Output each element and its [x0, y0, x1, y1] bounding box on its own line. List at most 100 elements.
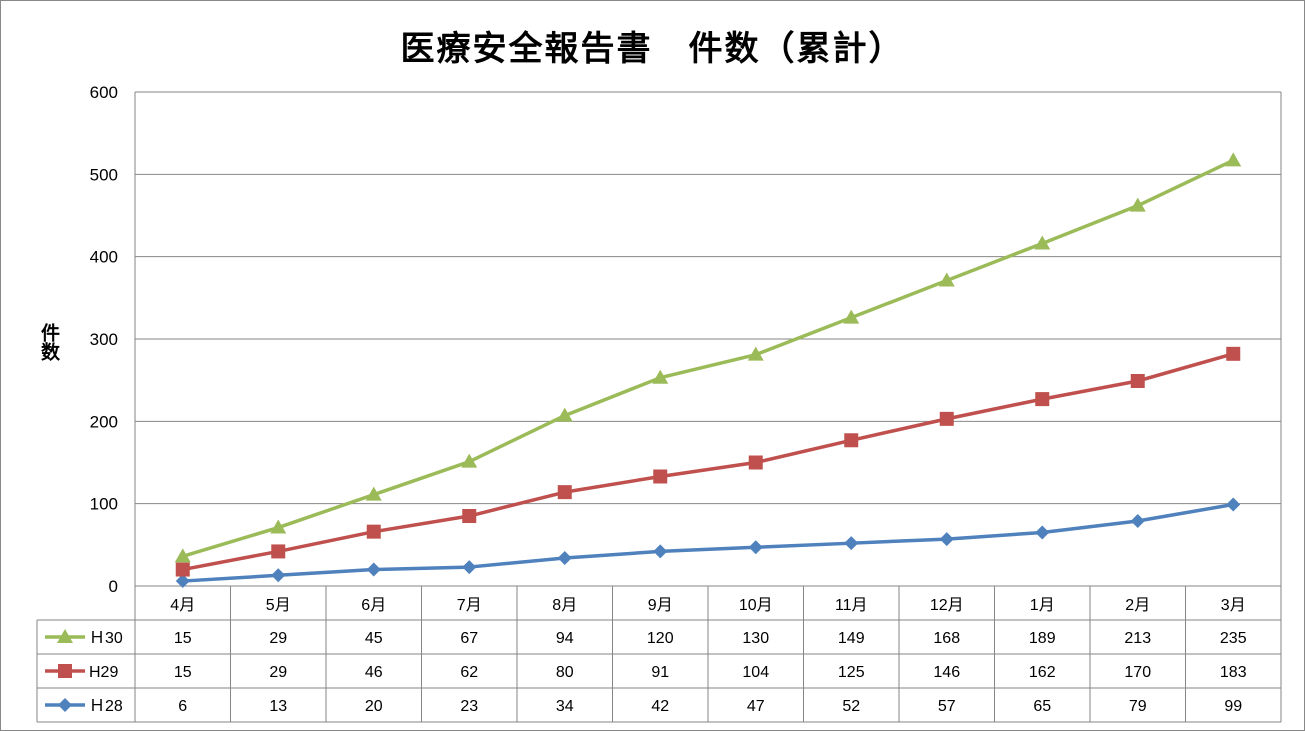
data-point	[1226, 497, 1241, 512]
table-cell-value: 213	[1124, 630, 1151, 647]
table-cell-value: 65	[1033, 698, 1051, 715]
data-point	[174, 548, 191, 563]
data-point	[1130, 513, 1145, 528]
data-point	[270, 519, 287, 534]
table-cell-value: 170	[1124, 664, 1151, 681]
table-cell-value: 189	[1029, 630, 1056, 647]
x-tick-label: 3月	[1221, 597, 1246, 614]
x-tick-label: 10月	[739, 597, 773, 614]
legend-label: Ｈ30	[89, 630, 123, 647]
data-point	[1035, 392, 1050, 407]
y-tick-label: 0	[109, 577, 118, 596]
data-point	[1225, 152, 1242, 167]
table-cell-value: 57	[938, 698, 956, 715]
table-cell-value: 42	[651, 698, 669, 715]
y-tick-label: 300	[90, 330, 118, 349]
data-point	[271, 568, 286, 583]
data-point	[366, 562, 381, 577]
y-tick-label: 100	[90, 495, 118, 514]
table-cell-value: 62	[460, 664, 478, 681]
x-tick-label: 2月	[1125, 597, 1150, 614]
table-cell-value: 52	[842, 698, 860, 715]
table-cell-value: 6	[178, 698, 187, 715]
data-point	[1034, 235, 1051, 250]
table-cell-value: 162	[1029, 664, 1056, 681]
table-cell-value: 94	[556, 630, 574, 647]
data-point	[461, 453, 478, 468]
table-cell-value: 130	[742, 630, 769, 647]
data-point	[556, 407, 573, 422]
legend-key-marker	[57, 629, 73, 643]
data-point	[1226, 346, 1241, 361]
data-point	[557, 485, 572, 500]
series-line	[182, 502, 1234, 583]
data-point	[557, 551, 572, 566]
table-cell-value: 104	[742, 664, 769, 681]
data-point	[175, 562, 190, 577]
series-line	[182, 158, 1234, 559]
data-point	[844, 536, 859, 551]
x-tick-label: 6月	[361, 597, 386, 614]
y-tick-label: 400	[90, 248, 118, 267]
table-cell-value: 13	[269, 698, 287, 715]
data-point	[652, 369, 669, 384]
data-point	[653, 544, 668, 559]
legend-key-marker	[58, 698, 72, 712]
data-point	[175, 574, 190, 589]
data-point	[1129, 197, 1146, 212]
data-point	[748, 455, 763, 470]
table-cell-value: 47	[747, 698, 765, 715]
table-cell-value: 80	[556, 664, 574, 681]
x-tick-label: 9月	[648, 597, 673, 614]
table-cell-value: 46	[365, 664, 383, 681]
table-cell-value: 34	[556, 698, 574, 715]
x-tick-label: 11月	[835, 597, 868, 614]
table-cell-value: 20	[365, 698, 383, 715]
data-point	[271, 544, 286, 559]
data-point	[366, 524, 381, 539]
table-cell-value: 91	[651, 664, 669, 681]
table-cell-value: 23	[460, 698, 478, 715]
table-cell-value: 29	[269, 630, 287, 647]
data-point	[1035, 525, 1050, 540]
x-tick-label: 4月	[170, 597, 195, 614]
table-cell-value: 120	[647, 630, 674, 647]
table-cell-value: 235	[1220, 630, 1247, 647]
data-point	[462, 560, 477, 575]
table-cell-value: 15	[174, 630, 192, 647]
table-cell-value: 67	[460, 630, 478, 647]
legend-label: Ｈ28	[89, 698, 123, 715]
table-cell-value: 149	[838, 630, 865, 647]
data-point	[747, 346, 764, 361]
data-point	[1130, 373, 1145, 388]
x-tick-label: 7月	[457, 597, 482, 614]
table-cell-value: 168	[933, 630, 960, 647]
legend-label: H29	[89, 664, 118, 681]
y-tick-label: 600	[90, 83, 118, 102]
table-cell-value: 29	[269, 664, 287, 681]
data-point	[843, 309, 860, 324]
data-point	[748, 540, 763, 555]
data-point	[939, 411, 954, 426]
y-tick-label: 200	[90, 412, 118, 431]
data-point	[653, 469, 668, 484]
x-tick-label: 5月	[266, 597, 291, 614]
x-tick-label: 8月	[552, 597, 577, 614]
data-point	[938, 272, 955, 287]
data-point	[844, 433, 859, 448]
legend-key-marker	[58, 664, 72, 678]
data-point	[365, 486, 382, 501]
series-line	[182, 352, 1234, 572]
table-cell-value: 99	[1224, 698, 1242, 715]
data-point	[939, 532, 954, 547]
data-point	[462, 509, 477, 524]
table-cell-value: 146	[933, 664, 960, 681]
table-cell-value: 15	[174, 664, 192, 681]
table-cell-value: 183	[1220, 664, 1247, 681]
x-tick-label: 12月	[930, 597, 964, 614]
table-cell-value: 125	[838, 664, 865, 681]
y-tick-label: 500	[90, 165, 118, 184]
y-axis-label: 件数	[38, 323, 60, 361]
